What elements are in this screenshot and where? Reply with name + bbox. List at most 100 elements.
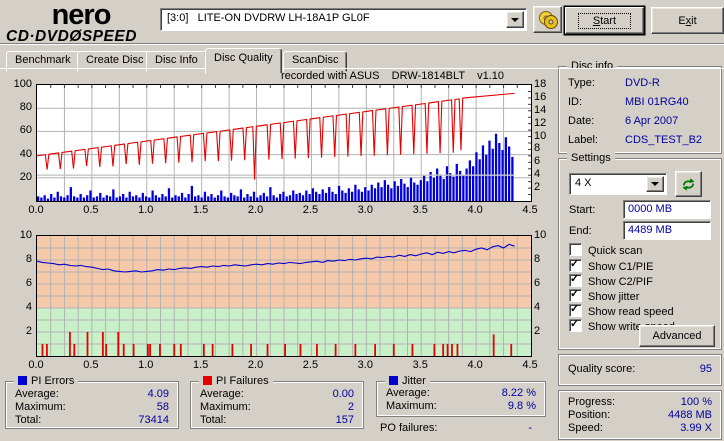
pie-total-label: Total: [15,414,42,426]
chevron-down-icon [511,17,519,26]
disc-id-value: MBI 01RG40 [625,96,689,108]
discs-icon [538,10,558,29]
left-axis-tick: 6 [25,277,32,289]
disc-type-label: Type: [568,77,595,89]
jitter-average-label: Average: [386,387,430,399]
right-axis-tick: 8 [534,142,541,155]
tab-scandisc[interactable]: ScanDisc [283,51,348,72]
refresh-icon [682,177,695,191]
jitter-maximum-value: 9.8 % [507,400,536,412]
checkbox-show-jitter[interactable]: Show jitter [569,288,639,303]
quick-scan-checkbox[interactable] [569,243,582,256]
x-axis-tick: 1.5 [193,204,209,216]
x-axis-tick: 0.0 [28,204,44,216]
settings-panel: Settings 4 X Start: 0000 MB End: 4489 MB… [558,152,722,350]
show-c2-pif-checkbox[interactable] [569,273,582,287]
left-axis-tick: 2 [25,325,32,337]
x-axis-tick: 2.5 [302,204,319,216]
left-axis-tick: 20 [19,170,32,183]
x-axis-tick: 3.5 [412,359,428,371]
pif-maximum-value: 2 [347,401,354,413]
start-position-label: Start: [569,204,596,216]
checkbox-show-c1-pie[interactable]: Show C1/PIE [569,258,653,273]
show-jitter-checkbox[interactable] [569,288,582,302]
pi-errors-panel: PI Errors Average: 4.09 Maximum: 58 Total:… [5,375,179,429]
left-axis-tick: 60 [19,124,32,137]
jitter-legend-icon [389,376,398,385]
x-axis-tick: 4.5 [522,204,538,216]
x-axis-tick: 1.0 [138,359,154,371]
speed-value: 3.99 X [680,422,712,434]
scan-speed-value: 4 X [575,177,592,189]
left-axis-tick: 40 [19,147,32,160]
po-failures-label: PO failures: [380,422,438,434]
jitter-average-value: 8.22 % [501,387,536,399]
left-axis-tick: 4 [25,301,32,313]
right-axis-tick: 6 [534,155,541,168]
start-position-field[interactable]: 0000 MB [623,200,711,219]
checkbox-show-read-speed[interactable]: Show read speed [569,303,674,318]
advanced-button[interactable]: Advanced [639,325,715,347]
left-axis-tick: 10 [19,229,32,241]
tab-page-top-edge [0,68,724,69]
disc-date-value: 6 Apr 2007 [625,115,679,127]
cd-dvd-speed-logo-text: CD·DVDØSPEED [6,28,137,45]
disc-type-value: DVD-R [625,77,660,89]
right-axis-tick: 4 [534,301,541,313]
x-axis-tick: 1.5 [193,359,209,371]
x-axis-tick: 2.5 [302,359,319,371]
tab-disc-quality[interactable]: Disc Quality [205,48,282,74]
start-button[interactable]: Start [565,7,644,34]
disc-label-label: Label: [568,134,598,146]
pif-total-label: Total: [200,414,227,426]
show-read-speed-checkbox[interactable] [569,303,582,317]
progress-label: Progress: [568,396,616,408]
jitter-panel: Jitter Average: 8.22 % Maximum: 9.8 % [376,375,546,417]
show-c1-pie-checkbox[interactable] [569,258,582,272]
progress-panel: Progress: 100 % Position: 4488 MB Speed: 3.… [558,390,722,440]
right-axis-tick: 10 [534,229,547,241]
right-axis-tick: 4 [534,168,541,181]
disc-id-label: ID: [568,96,583,108]
disc-label-value: CDS_TEST_B2 [625,134,703,146]
x-axis-tick: 1.0 [138,204,154,216]
tab-disc-info[interactable]: Disc Info [146,51,207,72]
position-label: Position: [568,409,611,421]
exit-button[interactable]: Exit [651,7,724,34]
pi-failures-panel-title: PI Failures [199,375,273,388]
progress-value: 100 % [680,396,712,408]
jitter-panel-title: Jitter [385,375,430,388]
po-failures-row: PO failures: - [380,422,532,435]
start-position-value: 0000 MB [628,203,673,215]
scan-speed-dropdown-button[interactable] [646,176,664,192]
end-position-field[interactable]: 4489 MB [623,221,711,240]
end-position-value: 4489 MB [628,224,673,236]
drive-select[interactable]: [3:0] LITE-ON DVDRW LH-18A1P GL0F [160,8,527,31]
refresh-button[interactable] [675,171,702,197]
jitter-maximum-label: Maximum: [386,400,437,412]
show-write-speed-checkbox[interactable] [569,318,582,332]
quality-score-panel: Quality score: 95 [558,354,722,386]
nero-logo-text: nero [51,0,112,31]
scan-speed-select[interactable]: 4 X [569,173,667,195]
chevron-down-icon [651,182,659,190]
checkbox-quick-scan[interactable]: Quick scan [569,243,642,257]
x-axis-tick: 0.0 [28,359,44,371]
plot-area [36,235,532,357]
right-axis-tick: 16 [534,90,547,103]
right-axis-tick: 18 [534,78,547,90]
quality-chart-pi-errors: 100 80 60 40 20 18 16 14 12 10 8 6 4 2 0.0 0.5 1.0 1.5 2.0… [0,66,556,216]
quality-score-value: 95 [699,363,712,375]
plot-area [36,84,532,202]
checkbox-show-c2-pif[interactable]: Show C2/PIF [569,273,653,288]
disc-info-panel: Disc info Type: DVD-R ID: MBI 01RG40 Date:… [558,60,722,154]
drive-select-dropdown-button[interactable] [506,11,524,28]
tab-benchmark[interactable]: Benchmark [6,51,80,72]
disc-tools-button[interactable] [533,6,562,33]
x-axis-tick: 2.0 [247,204,264,216]
x-axis-tick: 3.0 [357,359,373,371]
left-axis-tick: 100 [13,78,32,90]
x-axis-tick: 0.5 [83,204,99,216]
tab-create-disc[interactable]: Create Disc [77,51,153,72]
chart-recorded-with-title: recorded with ASUS DRW-1814BLT v1.10 [281,70,504,82]
